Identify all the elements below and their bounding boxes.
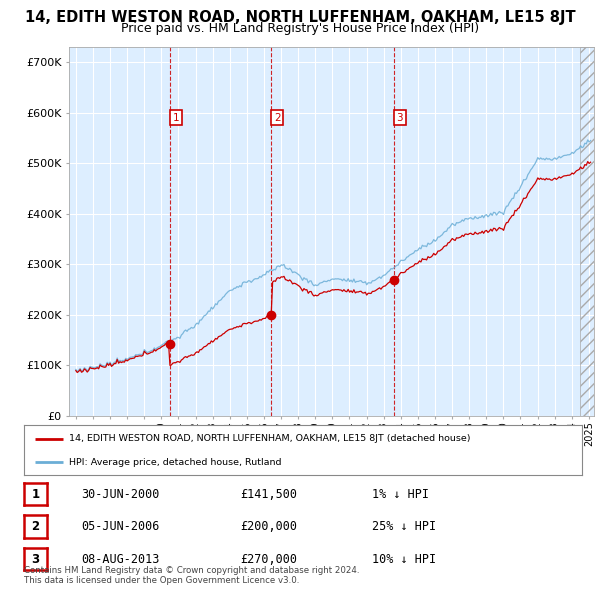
Text: 1: 1 — [31, 487, 40, 501]
Text: 08-AUG-2013: 08-AUG-2013 — [81, 552, 160, 566]
Text: £200,000: £200,000 — [240, 520, 297, 533]
Text: 05-JUN-2006: 05-JUN-2006 — [81, 520, 160, 533]
Text: 30-JUN-2000: 30-JUN-2000 — [81, 487, 160, 501]
Text: 25% ↓ HPI: 25% ↓ HPI — [372, 520, 436, 533]
Text: 3: 3 — [31, 552, 40, 566]
Text: HPI: Average price, detached house, Rutland: HPI: Average price, detached house, Rutl… — [68, 458, 281, 467]
Text: 1% ↓ HPI: 1% ↓ HPI — [372, 487, 429, 501]
Text: 1: 1 — [172, 113, 179, 123]
Bar — [580, 47, 594, 416]
Text: £141,500: £141,500 — [240, 487, 297, 501]
Text: 14, EDITH WESTON ROAD, NORTH LUFFENHAM, OAKHAM, LE15 8JT (detached house): 14, EDITH WESTON ROAD, NORTH LUFFENHAM, … — [68, 434, 470, 443]
Text: Contains HM Land Registry data © Crown copyright and database right 2024.
This d: Contains HM Land Registry data © Crown c… — [24, 566, 359, 585]
Text: 3: 3 — [397, 113, 403, 123]
Text: 14, EDITH WESTON ROAD, NORTH LUFFENHAM, OAKHAM, LE15 8JT: 14, EDITH WESTON ROAD, NORTH LUFFENHAM, … — [25, 10, 575, 25]
Text: 2: 2 — [31, 520, 40, 533]
Text: £270,000: £270,000 — [240, 552, 297, 566]
Text: 10% ↓ HPI: 10% ↓ HPI — [372, 552, 436, 566]
Text: Price paid vs. HM Land Registry's House Price Index (HPI): Price paid vs. HM Land Registry's House … — [121, 22, 479, 35]
Text: 2: 2 — [274, 113, 280, 123]
